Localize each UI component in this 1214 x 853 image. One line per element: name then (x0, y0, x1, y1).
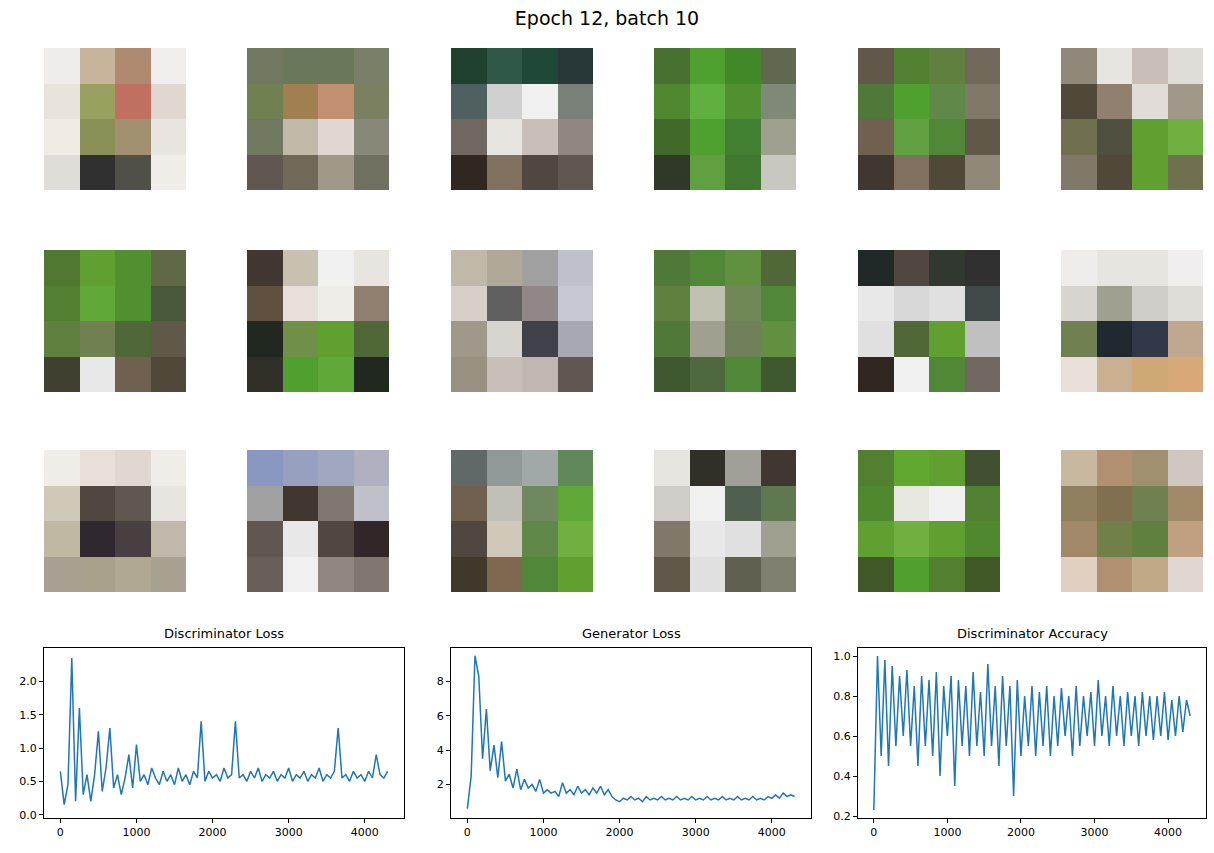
svg-text:6: 6 (437, 710, 444, 723)
svg-text:2: 2 (437, 778, 444, 791)
svg-text:0.6: 0.6 (833, 730, 851, 743)
svg-text:1000: 1000 (933, 826, 961, 839)
svg-text:0: 0 (57, 826, 64, 839)
svg-text:0.0: 0.0 (19, 809, 37, 822)
svg-text:2000: 2000 (606, 826, 634, 839)
svg-text:Discriminator Loss: Discriminator Loss (164, 626, 284, 641)
svg-text:2.0: 2.0 (19, 675, 37, 688)
svg-text:3000: 3000 (682, 826, 710, 839)
svg-text:Generator Loss: Generator Loss (582, 626, 681, 641)
svg-text:1.0: 1.0 (19, 742, 37, 755)
svg-text:3000: 3000 (275, 826, 303, 839)
svg-text:4000: 4000 (351, 826, 379, 839)
svg-text:Epoch 12, batch 10: Epoch 12, batch 10 (515, 7, 699, 29)
svg-text:2000: 2000 (199, 826, 227, 839)
svg-text:0.2: 0.2 (833, 810, 851, 823)
svg-text:4000: 4000 (758, 826, 786, 839)
svg-text:4: 4 (437, 744, 444, 757)
svg-text:Discriminator Accuracy: Discriminator Accuracy (957, 626, 1108, 641)
svg-text:0: 0 (464, 826, 471, 839)
svg-text:0.4: 0.4 (833, 770, 851, 783)
svg-text:1000: 1000 (529, 826, 557, 839)
svg-text:2000: 2000 (1007, 826, 1035, 839)
svg-text:1.0: 1.0 (833, 650, 851, 663)
svg-text:8: 8 (437, 675, 444, 688)
svg-text:4000: 4000 (1154, 826, 1182, 839)
svg-text:0.5: 0.5 (19, 775, 37, 788)
svg-text:3000: 3000 (1081, 826, 1109, 839)
svg-text:1.5: 1.5 (19, 709, 37, 722)
svg-text:1000: 1000 (122, 826, 150, 839)
svg-text:0: 0 (870, 826, 877, 839)
svg-text:0.8: 0.8 (833, 690, 851, 703)
